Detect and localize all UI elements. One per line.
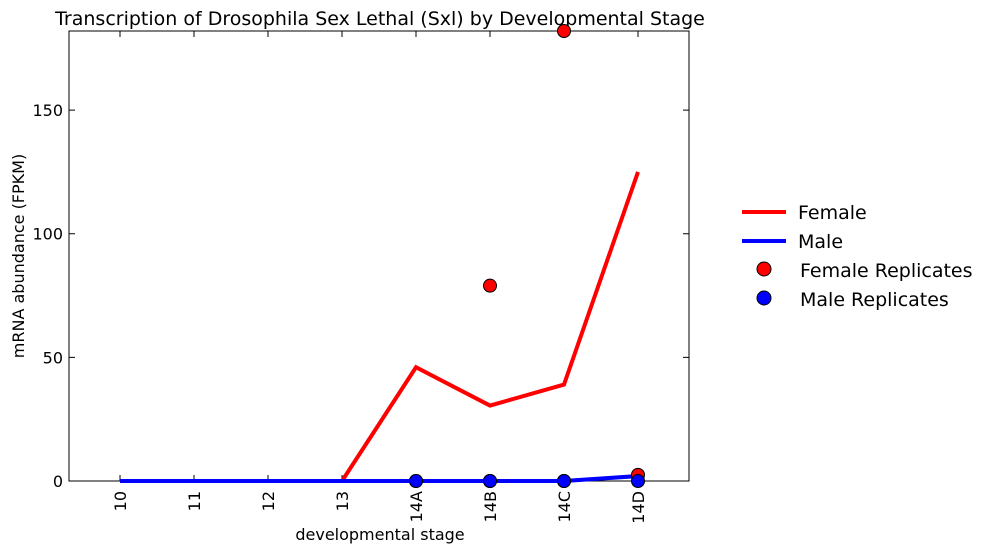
plot-area: 0 50 100 150 10 11 12 13 14A 14B 14C 14D (32, 24, 690, 524)
y-axis-label: mRNA abundance (FPKM) (9, 154, 28, 358)
series-line-female (120, 171, 640, 483)
replicate-point (557, 24, 571, 38)
chart-title: Transcription of Drosophila Sex Lethal (… (54, 8, 705, 30)
series-line-male (120, 474, 639, 483)
legend-swatch-marker (756, 290, 772, 306)
legend-label: Male (798, 231, 843, 253)
x-tick-label: 14B (481, 491, 500, 522)
legend-swatch-marker (756, 261, 772, 277)
x-tick-label: 10 (111, 491, 130, 511)
x-tick-label: 12 (259, 491, 278, 511)
replicate-point (631, 474, 645, 488)
y-tick-label: 100 (32, 225, 63, 244)
replicate-point (483, 278, 497, 293)
x-tick-label: 11 (185, 491, 204, 511)
y-tick-label: 50 (43, 348, 63, 367)
replicate-point (409, 474, 423, 488)
y-tick-label: 0 (53, 472, 63, 491)
replicate-point (483, 474, 497, 488)
x-tick-label: 14D (629, 491, 648, 524)
data-layer (120, 24, 645, 488)
legend: Female Male Female Replicates Male Replicat… (742, 202, 973, 311)
legend-label: Female (798, 202, 867, 224)
y-tick-label: 150 (32, 101, 63, 120)
x-axis-label: developmental stage (295, 525, 464, 544)
plot-frame (68, 30, 690, 482)
x-tick-label: 14A (407, 491, 426, 522)
legend-label: Female Replicates (800, 260, 973, 282)
replicate-point (557, 474, 571, 488)
x-tick-label: 14C (555, 491, 574, 523)
legend-label: Male Replicates (800, 289, 949, 311)
x-tick-label: 13 (333, 491, 352, 511)
